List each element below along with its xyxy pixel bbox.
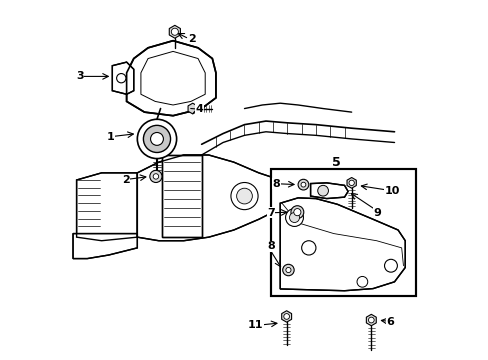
Circle shape <box>230 183 258 210</box>
Circle shape <box>143 125 170 153</box>
Circle shape <box>317 185 328 196</box>
Circle shape <box>285 267 290 273</box>
Text: 8: 8 <box>266 241 274 251</box>
Circle shape <box>384 259 397 272</box>
Circle shape <box>367 317 373 323</box>
Circle shape <box>293 208 300 216</box>
Circle shape <box>301 241 315 255</box>
Text: 10: 10 <box>384 186 399 196</box>
Polygon shape <box>126 41 216 116</box>
Polygon shape <box>162 155 201 237</box>
Polygon shape <box>137 155 290 241</box>
Circle shape <box>153 174 158 179</box>
Polygon shape <box>346 177 356 188</box>
Circle shape <box>290 206 303 219</box>
Circle shape <box>298 179 308 190</box>
Text: 5: 5 <box>332 156 340 169</box>
Circle shape <box>294 209 300 215</box>
Circle shape <box>301 182 305 187</box>
Circle shape <box>236 188 252 204</box>
Circle shape <box>348 180 354 185</box>
Circle shape <box>283 314 289 319</box>
Polygon shape <box>112 62 134 94</box>
Circle shape <box>171 28 178 35</box>
Text: 8: 8 <box>272 179 280 189</box>
Circle shape <box>150 132 163 145</box>
Polygon shape <box>188 103 197 114</box>
Polygon shape <box>169 25 180 38</box>
Circle shape <box>149 170 162 183</box>
Text: 1: 1 <box>106 132 114 142</box>
Polygon shape <box>310 183 347 199</box>
Text: 7: 7 <box>266 208 274 218</box>
Circle shape <box>285 208 303 226</box>
Text: 4: 4 <box>195 104 203 114</box>
Polygon shape <box>280 198 405 291</box>
Text: 9: 9 <box>372 208 380 218</box>
Text: 6: 6 <box>386 317 394 327</box>
Circle shape <box>137 119 176 158</box>
Text: 2: 2 <box>122 175 129 185</box>
Circle shape <box>356 276 367 287</box>
Polygon shape <box>366 314 375 326</box>
Text: 3: 3 <box>76 71 83 81</box>
Bar <box>271 169 415 296</box>
Circle shape <box>116 73 125 83</box>
Text: 11: 11 <box>247 320 263 330</box>
Circle shape <box>289 212 299 222</box>
Bar <box>271 169 415 296</box>
Polygon shape <box>281 311 291 322</box>
Polygon shape <box>73 234 137 258</box>
Circle shape <box>282 264 294 276</box>
Text: 2: 2 <box>188 34 196 44</box>
Polygon shape <box>77 173 137 241</box>
